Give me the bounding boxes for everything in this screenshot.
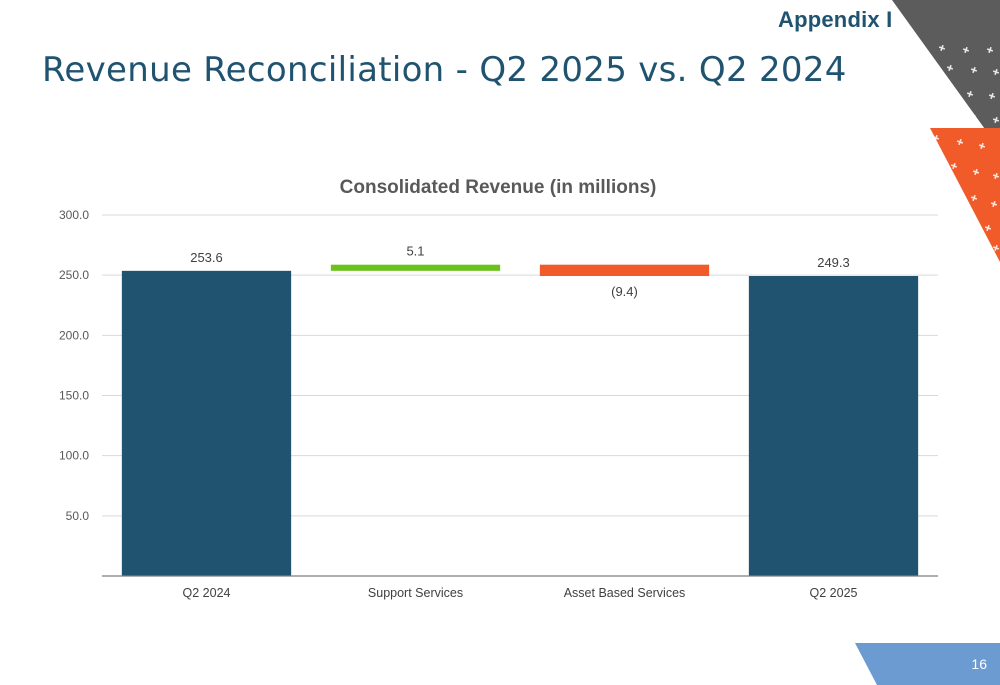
bar-q2-2025 <box>748 276 919 576</box>
data-label: 253.6 <box>190 250 223 265</box>
cross-mark <box>896 96 904 104</box>
cross-mark <box>942 86 950 94</box>
chart-title: Consolidated Revenue (in millions) <box>340 177 657 198</box>
corner-decoration <box>892 0 1000 262</box>
y-tick-label: 300.0 <box>59 208 89 222</box>
chart-bars <box>121 264 919 576</box>
cross-mark <box>938 44 946 52</box>
cross-mark <box>918 81 926 89</box>
cross-mark <box>946 108 954 116</box>
bar-q2-2024 <box>121 270 292 576</box>
cross-mark <box>970 194 978 202</box>
appendix-label: Appendix I <box>778 7 893 32</box>
x-tick-label: Q2 2024 <box>183 586 231 600</box>
x-tick-label: Support Services <box>368 586 463 600</box>
data-label: (9.4) <box>611 284 638 299</box>
y-tick-label: 200.0 <box>59 328 89 342</box>
y-tick-label: 250.0 <box>59 268 89 282</box>
cross-mark <box>966 90 974 98</box>
cross-mark <box>956 138 964 146</box>
cross-mark <box>970 114 978 122</box>
cross-mark <box>972 168 980 176</box>
cross-mark <box>992 244 1000 252</box>
cross-mark <box>950 162 958 170</box>
cross-mark <box>992 116 1000 124</box>
cross-mark <box>978 142 986 150</box>
corner-cross-pattern <box>896 44 1000 252</box>
cross-mark <box>962 46 970 54</box>
y-tick-label: 50.0 <box>66 509 90 523</box>
y-axis-tick-labels: 50.0 100.0 150.0 200.0 250.0 300.0 <box>59 208 89 523</box>
page-title: Revenue Reconciliation - Q2 2025 vs. Q2 … <box>42 50 847 90</box>
page-number: 16 <box>971 656 987 672</box>
bar-asset-based-services <box>539 264 710 277</box>
cross-mark <box>932 134 940 142</box>
data-label: 249.3 <box>817 255 850 270</box>
cross-mark <box>970 66 978 74</box>
cross-mark <box>920 104 928 112</box>
y-tick-label: 150.0 <box>59 389 89 403</box>
x-tick-label: Asset Based Services <box>564 586 686 600</box>
bar-support-services <box>330 264 501 271</box>
cross-mark <box>990 200 998 208</box>
cross-mark <box>984 224 992 232</box>
x-axis-tick-labels: Q2 2024 Support Services Asset Based Servi… <box>183 586 858 600</box>
cross-mark <box>992 68 1000 76</box>
cross-mark <box>988 92 996 100</box>
y-tick-label: 100.0 <box>59 449 89 463</box>
cross-mark <box>946 64 954 72</box>
data-label: 5.1 <box>406 244 424 259</box>
waterfall-chart: Consolidated Revenue (in millions) 50.0 1… <box>59 177 938 600</box>
x-tick-label: Q2 2025 <box>810 586 858 600</box>
cross-mark <box>986 46 994 54</box>
footer-accent-shape <box>855 643 1000 685</box>
chart-data-labels: 253.6 5.1 (9.4) 249.3 <box>190 244 850 299</box>
corner-gray-triangle <box>892 0 1000 150</box>
corner-orange-triangle <box>930 128 1000 262</box>
cross-mark <box>992 172 1000 180</box>
